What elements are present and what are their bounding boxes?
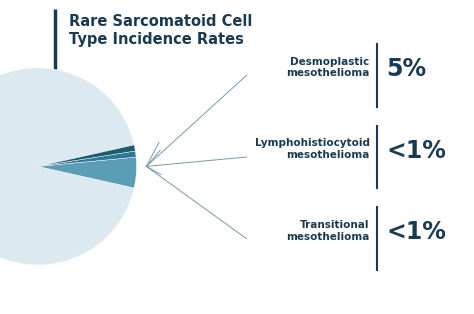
Wedge shape xyxy=(0,68,134,265)
Wedge shape xyxy=(38,145,135,166)
Text: Transitional
mesothelioma: Transitional mesothelioma xyxy=(286,220,370,241)
Text: Lymphohistiocytoid
mesothelioma: Lymphohistiocytoid mesothelioma xyxy=(255,138,370,160)
Text: Rare Sarcomatoid Cell
Type Incidence Rates: Rare Sarcomatoid Cell Type Incidence Rat… xyxy=(69,14,252,47)
Wedge shape xyxy=(38,151,136,166)
Text: 5%: 5% xyxy=(386,57,427,81)
Text: Desmoplastic
mesothelioma: Desmoplastic mesothelioma xyxy=(286,57,370,78)
Text: <1%: <1% xyxy=(386,220,446,244)
Wedge shape xyxy=(38,157,137,188)
Text: <1%: <1% xyxy=(386,139,446,163)
